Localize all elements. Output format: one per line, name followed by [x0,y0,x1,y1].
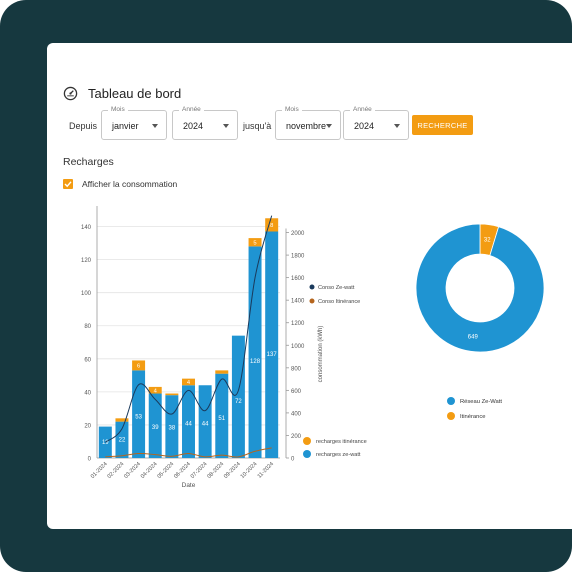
to-label: jusqu'à [243,121,272,131]
from-label: Depuis [69,121,98,131]
start-month-select[interactable]: Mois janvier [101,106,167,140]
chevron-down-icon [394,124,400,128]
start-year-legend: Année [179,106,204,113]
end-year-value: 2024 [354,121,375,131]
start-year-select[interactable]: Année 2024 [172,106,238,140]
end-month-value: novembre [286,121,327,131]
end-month-legend: Mois [282,106,302,113]
chevron-down-icon [152,124,158,128]
chevron-down-icon [223,124,229,128]
speedometer-icon [63,86,78,100]
consumption-toggle[interactable]: Afficher la consommation [63,179,177,189]
end-year-legend: Année [350,106,375,113]
checkbox-checked-icon[interactable] [63,179,73,189]
page-header: Tableau de bord [63,84,181,102]
checkbox-label: Afficher la consommation [82,179,178,189]
page-title: Tableau de bord [88,85,182,101]
end-month-select[interactable]: Mois novembre [275,106,341,140]
start-year-value: 2024 [183,121,204,131]
section-title: Recharges [63,156,114,168]
start-month-value: janvier [112,121,139,131]
start-month-legend: Mois [108,106,128,113]
end-year-select[interactable]: Année 2024 [343,106,409,140]
chevron-down-icon [326,124,332,128]
search-button[interactable]: RECHERCHE [412,115,473,135]
